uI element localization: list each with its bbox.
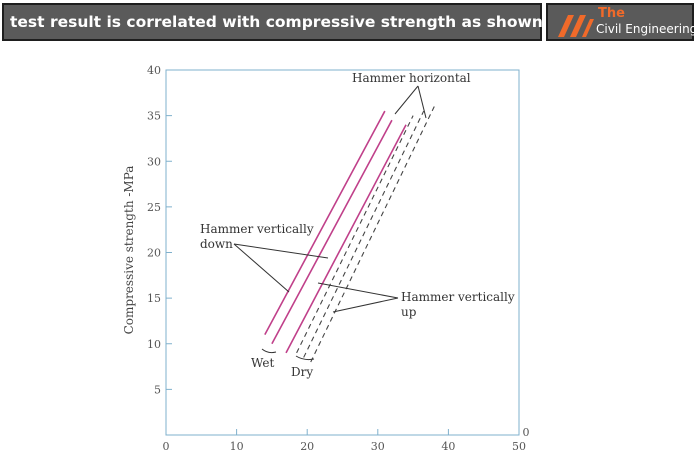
brace-wet — [261, 348, 277, 354]
annotation-hammer-vertically-down-line1: Hammer vertically — [200, 222, 314, 236]
y-tick-label: 35 — [147, 110, 161, 123]
y-tick-label: 15 — [147, 292, 161, 305]
pointer-vertically-up-2 — [332, 297, 399, 313]
x-tick-label: 20 — [300, 440, 314, 453]
wet-series-line-2 — [271, 119, 393, 345]
y-tick-label: 10 — [147, 338, 161, 351]
logo-name-text: Civil Engineering — [596, 22, 696, 36]
annotation-hammer-vertically-up-line2: up — [401, 305, 417, 319]
y-tick-label: 40 — [147, 64, 161, 77]
annotation-hammer-vertically-up-line1: Hammer vertically — [401, 290, 515, 304]
wet-series-line-1 — [264, 110, 386, 336]
annotation-hammer-horizontal: Hammer horizontal — [352, 71, 471, 85]
logo-the-text: The — [598, 6, 625, 21]
x-tick-label: 50 — [512, 440, 526, 453]
pointer-hammer-horizontal-2 — [417, 85, 427, 119]
annotation-hammer-vertically-down-line2: down — [200, 237, 233, 251]
wet-series-line-3 — [285, 124, 407, 354]
engineering-logo-icon — [558, 15, 594, 37]
x-extra-zero-label: 0 — [523, 426, 530, 439]
pointer-vertically-down-1 — [233, 243, 329, 259]
label-dry: Dry — [291, 365, 313, 379]
dry-series-line-4 — [296, 115, 414, 354]
y-axis-ticks: 5 10 15 20 25 30 35 40 — [147, 64, 172, 396]
x-tick-label: 30 — [371, 440, 385, 453]
y-tick-label: 30 — [147, 155, 161, 168]
dry-series-line-6 — [310, 106, 435, 363]
x-tick-label: 0 — [163, 440, 170, 453]
chart-plot-frame — [165, 69, 520, 436]
y-tick-label: 5 — [154, 383, 161, 396]
pointer-vertically-down-2 — [233, 243, 290, 293]
y-tick-label: 20 — [147, 247, 161, 260]
brace-dry — [295, 355, 315, 361]
x-tick-label: 40 — [441, 440, 455, 453]
y-tick-label: 25 — [147, 201, 161, 214]
x-axis-ticks: 0 10 20 30 40 50 — [163, 429, 526, 453]
banner-bar: test result is correlated with compressi… — [2, 3, 656, 41]
series-lines — [264, 106, 435, 363]
pointer-hammer-horizontal-1 — [394, 85, 419, 115]
banner-text: test result is correlated with compressi… — [10, 13, 656, 31]
pointer-vertically-up-1 — [317, 282, 399, 299]
dry-series-line-5 — [303, 110, 425, 358]
banner: test result is correlated with compressi… — [0, 0, 696, 44]
label-wet: Wet — [251, 356, 274, 370]
x-tick-label: 10 — [230, 440, 244, 453]
y-axis-label: Compressive strength -MPa — [122, 166, 136, 335]
site-logo[interactable]: The Civil Engineering — [546, 3, 696, 41]
